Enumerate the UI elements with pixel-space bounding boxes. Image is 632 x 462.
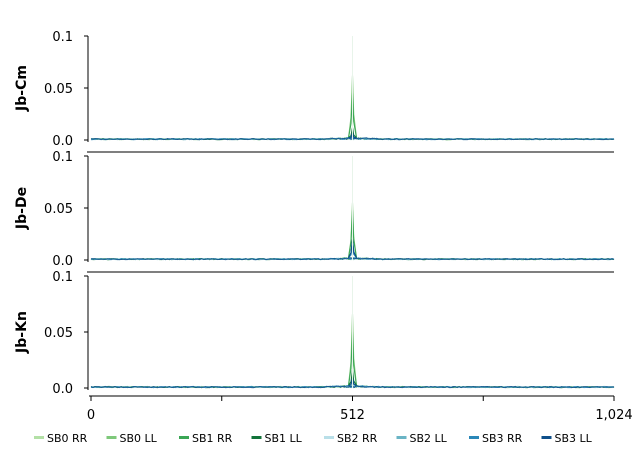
legend-label: SB3 RR bbox=[482, 432, 523, 445]
legend-swatch bbox=[324, 436, 334, 439]
y-tick-label: 0.1 bbox=[52, 30, 73, 45]
panel-jb-cm: 0.0 0.05 0.1 Jb-Cm bbox=[14, 30, 615, 149]
legend-label: SB0 LL bbox=[120, 432, 158, 445]
y-tick-label: 0.0 bbox=[52, 134, 73, 149]
legend-label: SB1 LL bbox=[265, 432, 303, 445]
legend-swatch bbox=[396, 436, 407, 439]
y-tick-label: 0.1 bbox=[52, 150, 73, 165]
panel-jb-kn: 0.0 0.05 0.1 Jb-Kn bbox=[14, 270, 615, 397]
legend-label: SB2 RR bbox=[337, 432, 378, 445]
y-axis-label: Jb-Cm bbox=[14, 65, 30, 112]
x-tick-label: 512 bbox=[340, 408, 365, 423]
panel-jb-de: 0.0 0.05 0.1 Jb-De bbox=[14, 150, 615, 269]
y-axis-label: Jb-Kn bbox=[14, 311, 30, 354]
legend-swatch bbox=[469, 436, 479, 439]
legend: SB0 RR SB0 LL SB1 RR SB1 LL SB2 RR SB2 LL SB3 … bbox=[34, 432, 593, 445]
legend-swatch bbox=[541, 436, 552, 439]
x-tick-label: 1,024 bbox=[595, 408, 632, 423]
y-axis-label: Jb-De bbox=[14, 187, 30, 230]
legend-swatch bbox=[34, 436, 44, 439]
y-tick-label: 0.0 bbox=[52, 254, 73, 269]
x-tick-label: 0 bbox=[87, 408, 95, 423]
legend-label: SB0 RR bbox=[47, 432, 88, 445]
legend-swatch bbox=[106, 436, 117, 439]
y-tick-label: 0.05 bbox=[44, 202, 73, 217]
legend-label: SB1 RR bbox=[192, 432, 233, 445]
legend-swatch bbox=[179, 436, 189, 439]
legend-label: SB3 LL bbox=[555, 432, 593, 445]
legend-label: SB2 LL bbox=[410, 432, 448, 445]
legend-swatch bbox=[251, 436, 262, 439]
y-tick-label: 0.0 bbox=[52, 382, 73, 397]
x-axis: 0 512 1,024 bbox=[87, 395, 632, 423]
y-tick-label: 0.05 bbox=[44, 326, 73, 341]
y-tick-label: 0.1 bbox=[52, 270, 73, 285]
y-tick-label: 0.05 bbox=[44, 82, 73, 97]
